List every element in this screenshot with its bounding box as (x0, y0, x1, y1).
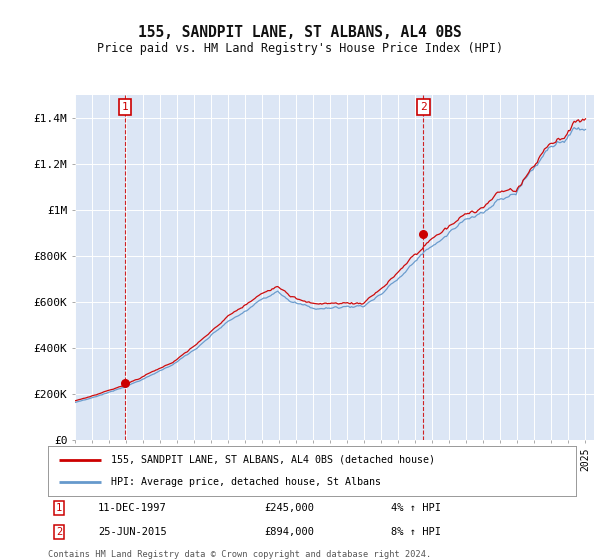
Text: Price paid vs. HM Land Registry's House Price Index (HPI): Price paid vs. HM Land Registry's House … (97, 42, 503, 55)
Text: 1: 1 (56, 503, 62, 513)
Text: 1: 1 (122, 102, 129, 112)
Text: 8% ↑ HPI: 8% ↑ HPI (391, 527, 441, 537)
Text: 2: 2 (56, 527, 62, 537)
Text: 155, SANDPIT LANE, ST ALBANS, AL4 0BS: 155, SANDPIT LANE, ST ALBANS, AL4 0BS (138, 25, 462, 40)
Point (121, 379, 130, 388)
Point (419, 230, 428, 239)
Text: Contains HM Land Registry data © Crown copyright and database right 2024.
This d: Contains HM Land Registry data © Crown c… (48, 550, 431, 560)
Text: 4% ↑ HPI: 4% ↑ HPI (391, 503, 441, 513)
Text: 11-DEC-1997: 11-DEC-1997 (98, 503, 167, 513)
Text: £894,000: £894,000 (265, 527, 314, 537)
Text: £245,000: £245,000 (265, 503, 314, 513)
Text: 2: 2 (420, 102, 427, 112)
Text: 25-JUN-2015: 25-JUN-2015 (98, 527, 167, 537)
Text: 155, SANDPIT LANE, ST ALBANS, AL4 0BS (detached house): 155, SANDPIT LANE, ST ALBANS, AL4 0BS (d… (112, 455, 436, 465)
Text: HPI: Average price, detached house, St Albans: HPI: Average price, detached house, St A… (112, 477, 382, 487)
